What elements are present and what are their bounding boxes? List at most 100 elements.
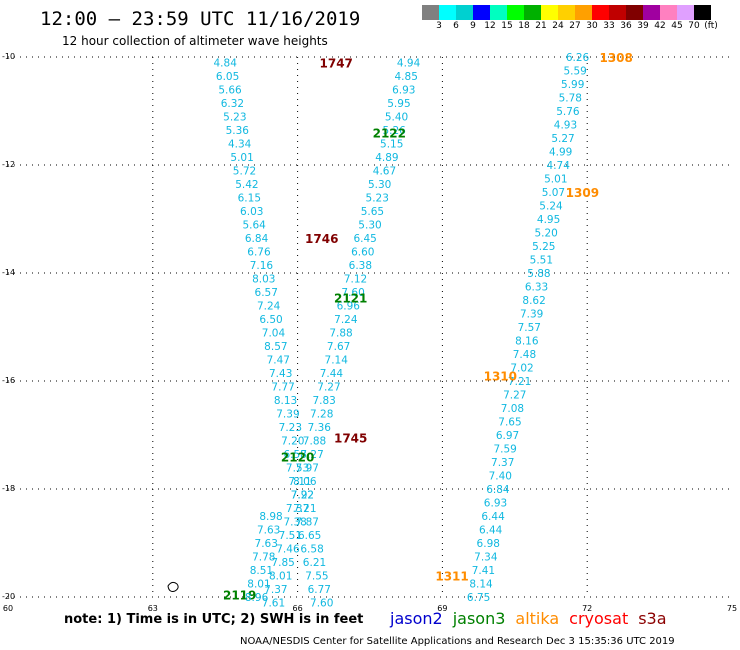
color-scale-swatch	[660, 5, 677, 20]
swh-value: 7.39	[520, 309, 543, 321]
color-scale-label: 24	[552, 21, 564, 31]
satellite-legend-item: altika	[515, 609, 560, 628]
swh-value: 6.93	[484, 498, 507, 510]
swh-value: 7.67	[327, 341, 350, 353]
swh-value: 5.40	[385, 111, 408, 123]
swh-value: 5.72	[233, 165, 256, 177]
swh-value: 6.75	[467, 592, 490, 604]
color-scale-label: 33	[603, 21, 615, 31]
pass-time-label: 2121	[334, 291, 367, 305]
swh-value: 4.34	[228, 138, 252, 150]
x-tick-label: 66	[293, 604, 303, 613]
swh-value: 5.99	[561, 79, 584, 91]
swh-value: 5.51	[530, 255, 553, 267]
pass-time-label: 1309	[566, 186, 599, 200]
swh-value: 6.50	[259, 314, 282, 326]
swh-value: 6.44	[479, 525, 503, 537]
swh-value: 8.14	[469, 579, 493, 591]
swh-value: 5.30	[368, 179, 391, 191]
color-scale-label: 12	[484, 21, 496, 31]
swh-value: 7.23	[279, 422, 302, 434]
color-scale-swatch	[507, 5, 524, 20]
swh-value: 7.12	[344, 273, 367, 285]
swh-value: 7.37	[286, 503, 309, 515]
swh-value: 8.57	[264, 341, 287, 353]
swh-value: 7.02	[510, 363, 533, 375]
color-scale-label: 3	[436, 21, 442, 31]
swh-value: 7.21	[508, 376, 531, 388]
swh-value: 7.44	[320, 368, 344, 380]
swh-value: 5.25	[532, 241, 555, 253]
swh-value: 7.83	[312, 395, 335, 407]
color-scale-bar	[422, 5, 711, 20]
pass-time-label: 1310	[484, 370, 517, 384]
color-scale-label: 36	[620, 21, 632, 31]
swh-value: 5.42	[235, 179, 258, 191]
pass-time-label: 1747	[320, 56, 353, 70]
color-scale-label: 39	[637, 21, 649, 31]
color-scale-label: 42	[654, 21, 666, 31]
swh-value: 5.88	[527, 268, 550, 280]
swh-value: 7.85	[271, 557, 294, 569]
satellite-legend: jason2 jason3 altika cryosat s3a	[390, 609, 677, 628]
color-scale-label: 15	[501, 21, 513, 31]
swh-value: 5.26	[382, 125, 406, 137]
swh-value: 7.53	[286, 462, 309, 474]
color-scale-swatch	[558, 5, 575, 20]
swh-value: 7.39	[276, 408, 299, 420]
swh-value: 6.57	[255, 287, 278, 299]
swh-value: 4.95	[537, 214, 560, 226]
swh-value: 7.36	[308, 422, 332, 434]
swh-value: 7.47	[267, 354, 290, 366]
pass-time-label: 2122	[373, 127, 406, 141]
color-scale-swatch	[626, 5, 643, 20]
satellite-legend-item: jason2	[390, 609, 443, 628]
swh-value: 7.27	[503, 390, 526, 402]
swh-value: 6.84	[486, 484, 510, 496]
color-scale-swatch	[524, 5, 541, 20]
swh-value: 7.28	[310, 408, 333, 420]
swh-value: 8.16	[515, 336, 539, 348]
y-tick-label: -16	[2, 376, 15, 385]
swh-value: 6.44	[481, 511, 505, 523]
swh-value: 7.63	[257, 525, 280, 537]
swh-value: 7.48	[513, 349, 536, 361]
y-tick-label: -20	[2, 592, 15, 601]
swh-value: 5.23	[366, 192, 389, 204]
island-outline	[167, 581, 179, 592]
swh-value: 7.77	[271, 381, 294, 393]
x-tick-label: 60	[3, 604, 13, 613]
color-scale-swatch	[694, 5, 711, 20]
color-scale-label: 9	[470, 21, 476, 31]
swh-value: 7.24	[334, 314, 358, 326]
swh-value: 4.67	[373, 165, 396, 177]
satellite-legend-item: cryosat	[569, 609, 629, 628]
swh-value: 7.24	[257, 300, 281, 312]
y-tick-label: -10	[2, 52, 15, 61]
swh-value: 4.85	[395, 71, 418, 83]
swh-value: 7.61	[262, 597, 285, 609]
swh-value: 8.98	[259, 511, 282, 523]
swh-value: 5.07	[542, 187, 565, 199]
swh-value: 6.58	[283, 449, 306, 461]
swh-value: 7.34	[474, 552, 498, 564]
swh-value: 7.88	[303, 435, 326, 447]
pass-time-label: 1311	[435, 569, 468, 583]
swh-value: 5.30	[358, 219, 381, 231]
swh-value: 7.63	[255, 538, 278, 550]
swh-value: 5.66	[218, 84, 242, 96]
color-scale-swatch	[643, 5, 660, 20]
swh-value: 5.24	[539, 201, 563, 213]
color-scale-swatch	[677, 5, 694, 20]
swh-value: 6.05	[216, 71, 239, 83]
swh-value: 6.60	[351, 246, 374, 258]
swh-value: 5.64	[242, 219, 266, 231]
swh-value: 8.01	[247, 579, 270, 591]
swh-value: 7.27	[317, 381, 340, 393]
swh-value: 6.96	[337, 300, 361, 312]
color-scale-label: 30	[586, 21, 598, 31]
swh-value: 7.22	[291, 489, 314, 501]
swh-value: 7.38	[283, 516, 306, 528]
footnote: note: 1) Time is in UTC; 2) SWH is in fe…	[64, 612, 364, 627]
